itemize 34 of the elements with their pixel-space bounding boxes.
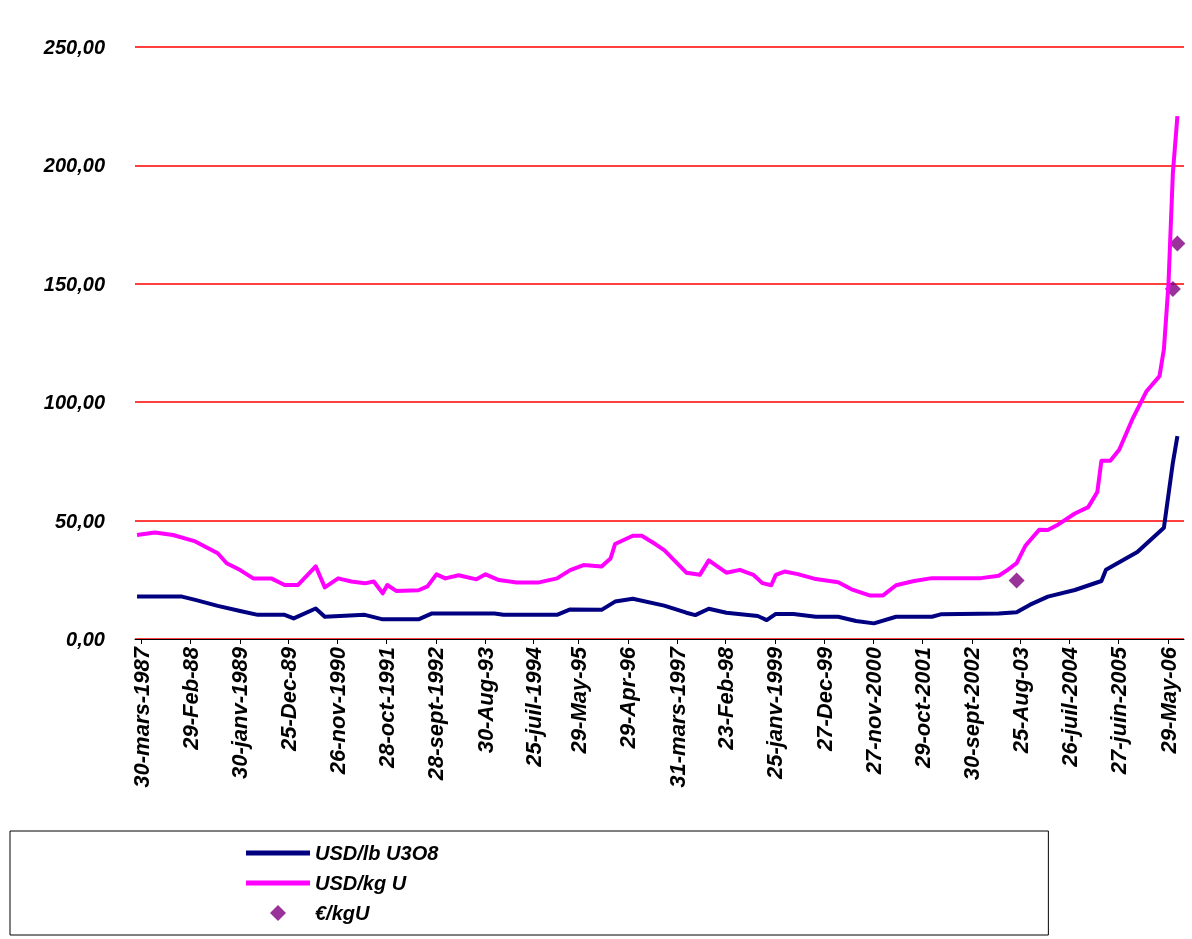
legend-label: USD/kg U: [315, 872, 407, 894]
y-tick-label: 200,00: [42, 154, 105, 177]
x-tick-label: 26-juil-2004: [1056, 647, 1082, 768]
point: [1008, 572, 1025, 589]
x-tick-label: 28-sept-1992: [423, 646, 449, 782]
x-tick-label: 29-oct-2001: [910, 647, 936, 770]
y-tick-label: 150,00: [43, 272, 105, 295]
y-tick-label: 50,00: [54, 509, 105, 532]
legend-label: €/kgU: [315, 902, 371, 924]
x-tick-label: 31-mars-1997: [664, 645, 690, 788]
x-tick-label: 25-juil-1994: [521, 647, 547, 768]
y-tick-label: 0,00: [66, 628, 105, 650]
x-tick-label: 30-sept-2002: [959, 646, 985, 781]
y-tick-label: 100,00: [43, 391, 105, 414]
x-tick-label: 25-Aug-03: [1007, 647, 1033, 755]
x-tick-label: 29-Feb-88: [178, 646, 204, 751]
x-tick-label: 27-nov-2000: [860, 646, 886, 776]
line-series: [135, 114, 1180, 598]
x-tick-label: 30-mars-1987: [128, 645, 154, 788]
legend-label: USD/lb U3O8: [315, 842, 440, 864]
x-tick-label: 27-juin-2005: [1106, 646, 1132, 776]
x-tick-label: 25-janv-1999: [762, 646, 788, 781]
x-tick-label: 23-Feb-98: [713, 646, 738, 751]
x-tick-label: 29-May-95: [566, 646, 592, 755]
x-tick-label: 29-Apr-96: [615, 646, 641, 750]
y-tick-label: 250,00: [42, 36, 105, 58]
x-tick-label: 25-Dec-89: [275, 646, 301, 752]
line-series: [135, 434, 1180, 626]
x-tick-label: 30-Aug-93: [472, 647, 498, 754]
x-tick-label: 27-Dec-99: [811, 646, 837, 752]
x-tick-label: 29-May-06: [1155, 646, 1181, 755]
x-tick-label: 26-nov-1990: [324, 646, 350, 776]
x-tick-label: 30-janv-1989: [227, 646, 253, 780]
x-tick-label: 28-oct-1991: [374, 647, 400, 770]
